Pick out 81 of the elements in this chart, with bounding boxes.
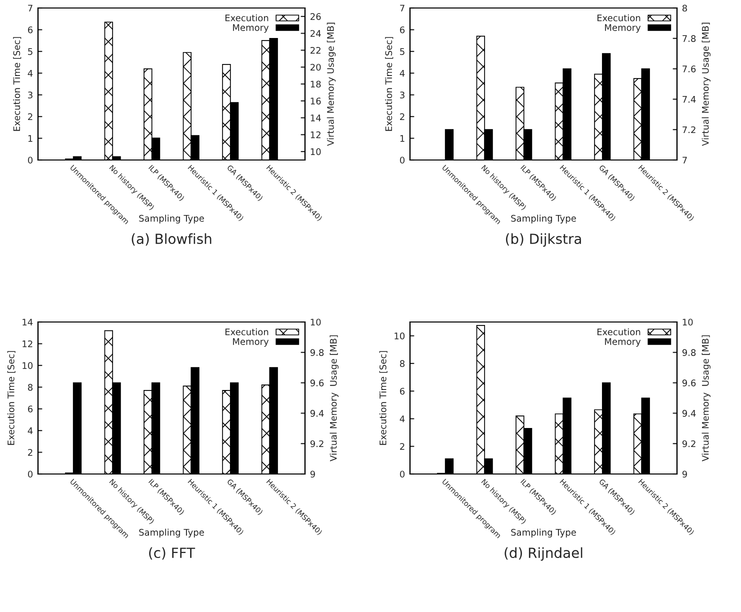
y-tick-label: 2	[28, 113, 32, 120]
y2-tick-label: 20	[310, 64, 321, 71]
y2-tick-label: 9	[310, 470, 315, 478]
y2-tick-label: 14	[310, 114, 321, 122]
y-tick-label: 1	[400, 135, 404, 142]
x-axis-title: Sampling Type	[511, 214, 576, 224]
y-tick-label: 0	[400, 470, 405, 478]
y-axis-title: Execution Time [Sec]	[379, 351, 388, 445]
y2-tick-label: 26	[310, 13, 321, 20]
y-axis-title: Execution Time [Sec]	[7, 351, 16, 445]
y2-tick-label: 7	[682, 156, 687, 164]
x-axis-title: Sampling Type	[139, 528, 204, 538]
y-tick-label: 14	[22, 318, 33, 326]
y-tick-label: 8	[400, 360, 405, 368]
legend-label: Memory	[233, 338, 269, 347]
y-tick-label: 8	[28, 384, 33, 391]
x-axis-title: Sampling Type	[139, 214, 204, 224]
y-tick-label: 0	[28, 470, 33, 478]
legend-label: Execution	[597, 328, 640, 336]
y2-tick-label: 9.4	[682, 410, 696, 417]
text: (a) Blowfish	[132, 233, 212, 246]
y2-tick-label: 9.8	[682, 349, 696, 356]
y2-tick-label: 18	[310, 80, 321, 88]
y2-tick-label: 10	[310, 318, 321, 326]
y-tick-label: 6	[400, 26, 405, 34]
y2-tick-label: 9.6	[310, 380, 324, 386]
text: (b) Dijkstra	[506, 233, 581, 247]
y-tick-label: 1	[28, 135, 32, 142]
y-tick-label: 2	[28, 449, 32, 456]
y2-tick-label: 9.4	[310, 410, 324, 417]
y-tick-label: 6	[400, 388, 405, 395]
y2-tick-label: 9.6	[682, 380, 696, 386]
y2-axis-title: Virtual Memory Usage [MB]	[702, 22, 711, 146]
y-tick-label: 2	[400, 443, 404, 450]
y2-tick-label: 9.2	[682, 440, 696, 448]
y2-tick-label: 7.4	[682, 96, 696, 103]
y-tick-label: 2	[400, 113, 404, 120]
y-tick-label: 0	[28, 156, 33, 164]
y-tick-label: 7	[400, 4, 404, 12]
text: (d) Rijndael	[504, 547, 582, 561]
legend-label: Execution	[597, 14, 640, 22]
y2-tick-label: 22	[310, 46, 320, 54]
y2-tick-label: 9.8	[310, 349, 324, 356]
y-tick-label: 6	[28, 26, 33, 34]
y-tick-label: 0	[400, 156, 405, 164]
y-tick-label: 5	[28, 48, 32, 55]
y2-tick-label: 7.6	[682, 66, 696, 72]
y2-tick-label: 10	[310, 148, 321, 156]
legend-label: Execution	[225, 14, 268, 22]
y-axis-title: Execution Time [Sec]	[13, 37, 22, 131]
y2-tick-label: 16	[310, 98, 321, 104]
y2-tick-label: 10	[682, 318, 693, 326]
y2-tick-label: 12	[310, 131, 320, 138]
legend-label: Memory	[605, 24, 641, 33]
y-tick-label: 12	[22, 340, 32, 348]
y-tick-label: 4	[28, 70, 33, 77]
y2-axis-title: Virtual Memory Usage [MB]	[330, 335, 339, 462]
y2-axis-title: Virtual Memory Usage [MB]	[326, 22, 336, 146]
y-axis-title: Execution Time [Sec]	[385, 37, 394, 131]
y2-axis-title: Virtual Memory Usage [MB]	[702, 335, 711, 462]
y-tick-label: 10	[22, 362, 33, 369]
y-tick-label: 6	[28, 406, 33, 412]
y-tick-label: 5	[400, 48, 404, 55]
y2-tick-label: 8	[682, 4, 687, 12]
y-tick-label: 4	[28, 427, 33, 434]
legend-label: Memory	[605, 338, 641, 347]
x-axis-title: Sampling Type	[511, 528, 576, 538]
y2-tick-label: 7.2	[682, 126, 696, 134]
y2-tick-label: 9	[682, 470, 687, 478]
y2-tick-label: 24	[310, 30, 321, 37]
text: (c) FFT	[149, 547, 196, 560]
y-tick-label: 3	[400, 92, 404, 98]
y2-tick-label: 9.2	[310, 440, 324, 448]
y-tick-label: 7	[28, 4, 32, 12]
y-tick-label: 3	[28, 92, 32, 98]
legend-label: Execution	[225, 328, 268, 336]
y-tick-label: 10	[394, 332, 405, 340]
y-tick-label: 4	[400, 416, 405, 422]
y-tick-label: 4	[400, 70, 405, 77]
legend-label: Memory	[233, 24, 269, 33]
y2-tick-label: 7.8	[682, 35, 696, 42]
